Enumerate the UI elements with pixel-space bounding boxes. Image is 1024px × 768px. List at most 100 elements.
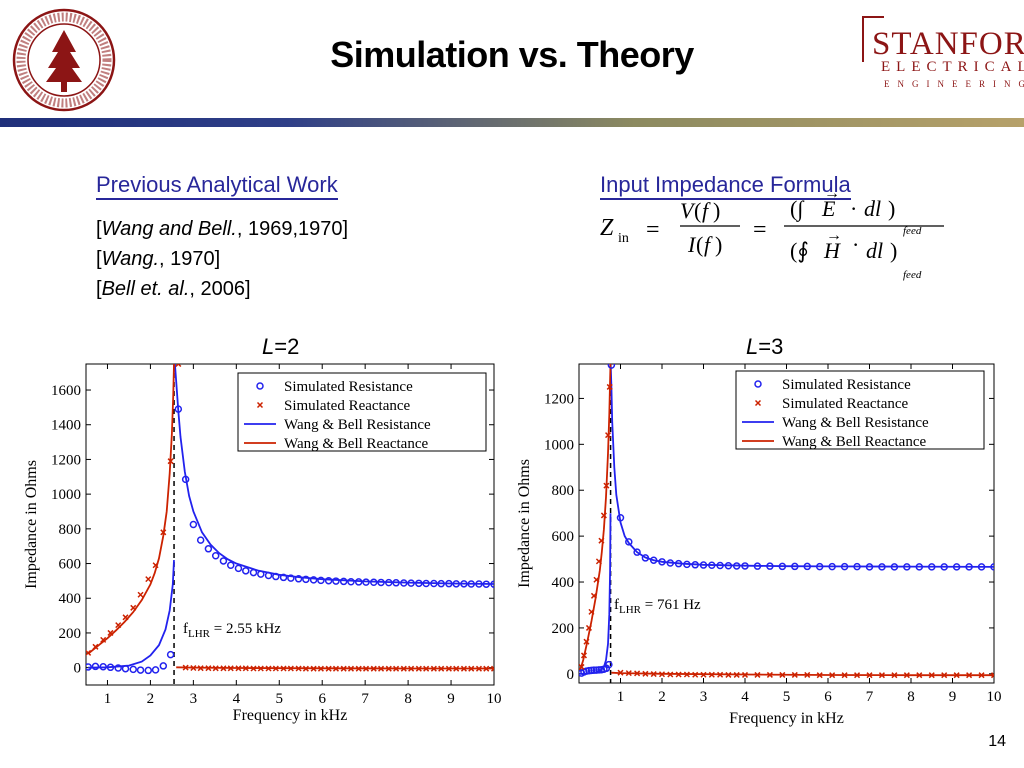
data-point [692, 671, 699, 678]
svg-text:): ) [888, 196, 895, 221]
data-point [791, 671, 798, 678]
data-point [175, 364, 182, 368]
data-point [667, 671, 674, 678]
data-point [658, 671, 666, 678]
data-point [490, 580, 494, 588]
data-point [144, 666, 153, 675]
page-number: 14 [988, 733, 1006, 750]
data-point [633, 548, 641, 556]
data-point [437, 579, 445, 588]
x-tick-label: 3 [700, 689, 708, 705]
data-point [691, 561, 699, 569]
formula-heading: Input Impedance Formula [600, 172, 851, 200]
data-point [377, 578, 385, 587]
svg-text:(∮: (∮ [790, 238, 809, 263]
legend-marker [256, 401, 264, 409]
y-tick-label: 1200 [544, 391, 574, 407]
x-tick-label: 9 [949, 689, 957, 705]
x-tick-label: 4 [741, 689, 749, 705]
data-point [716, 561, 724, 570]
data-point [227, 665, 234, 672]
data-point [605, 432, 612, 439]
data-point [265, 665, 272, 672]
data-point [400, 665, 407, 672]
data-point [302, 665, 309, 672]
data-point [324, 576, 333, 585]
data-point [167, 458, 174, 465]
data-point [634, 670, 641, 677]
svg-text:): ) [715, 232, 722, 257]
data-point [174, 405, 183, 413]
svg-text:(: ( [694, 198, 701, 223]
svg-text:H: H [823, 238, 841, 263]
data-point [99, 663, 107, 671]
data-point [483, 665, 490, 672]
data-point [891, 672, 898, 679]
reference-item: [Wang and Bell., 1969,1970] [96, 218, 349, 240]
legend-label: Simulated Reactance [284, 398, 411, 414]
x-tick-label: 2 [658, 689, 666, 705]
data-point [354, 578, 363, 586]
data-point [189, 520, 198, 529]
svg-text:dl: dl [866, 238, 883, 263]
data-point [725, 671, 732, 678]
x-tick-label: 3 [190, 691, 198, 707]
data-point [940, 563, 948, 571]
data-point [965, 563, 973, 571]
data-point [438, 665, 445, 672]
data-point [828, 562, 836, 571]
svg-text:f: f [704, 232, 713, 257]
data-point [778, 562, 787, 571]
legend-label: Simulated Resistance [284, 379, 413, 395]
data-point [804, 671, 811, 678]
svg-text:I: I [687, 232, 697, 257]
data-point [369, 578, 378, 587]
y-tick-label: 1200 [51, 452, 81, 468]
data-point [272, 572, 280, 581]
data-point [990, 672, 994, 679]
impedance-chart-l2: 1 2 3 4 5 6 7 8 9 10 0 200 400 600 800 1000 1200 1400 1600… [23, 363, 502, 724]
y-tick-label: 1400 [51, 418, 81, 434]
data-point [385, 578, 393, 587]
data-point [650, 671, 657, 678]
data-point [160, 529, 167, 536]
svg-text:·: · [850, 196, 857, 221]
series-line [88, 560, 175, 669]
y-tick-label: 400 [59, 591, 82, 607]
x-tick-label: 1 [617, 689, 625, 705]
data-point [990, 563, 994, 571]
data-point [724, 561, 733, 570]
data-point [106, 663, 115, 672]
data-point [717, 671, 724, 678]
data-point [878, 672, 885, 679]
legend-label: Wang & Bell Reactance [284, 436, 428, 452]
slide-title: Simulation vs. Theory [330, 34, 694, 75]
data-point [430, 665, 437, 672]
x-tick-label: 7 [361, 691, 369, 707]
data-point [385, 665, 392, 672]
y-tick-label: 200 [59, 626, 82, 642]
f-lhr-annotation: fLHR = 2.55 kHz [183, 621, 281, 640]
y-tick-label: 1000 [51, 487, 81, 503]
svg-text:=: = [646, 217, 660, 243]
svg-text:→: → [826, 227, 842, 244]
data-point [816, 672, 823, 679]
svg-text:feed: feed [903, 269, 922, 281]
data-point [590, 592, 597, 599]
legend-label: Wang & Bell Reactance [782, 434, 926, 450]
data-point [865, 563, 874, 571]
plot-content [579, 364, 994, 683]
data-point [583, 638, 590, 645]
data-point [903, 563, 911, 571]
data-point [408, 665, 415, 672]
x-axis-label: Frequency in kHz [233, 707, 348, 724]
data-point [588, 608, 595, 615]
data-point [302, 575, 310, 584]
data-point [606, 383, 613, 390]
x-tick-label: 9 [447, 691, 455, 707]
data-point [257, 665, 264, 672]
svg-text:feed: feed [903, 225, 922, 237]
data-point [309, 576, 318, 584]
data-point [152, 562, 159, 569]
data-point [362, 578, 370, 586]
